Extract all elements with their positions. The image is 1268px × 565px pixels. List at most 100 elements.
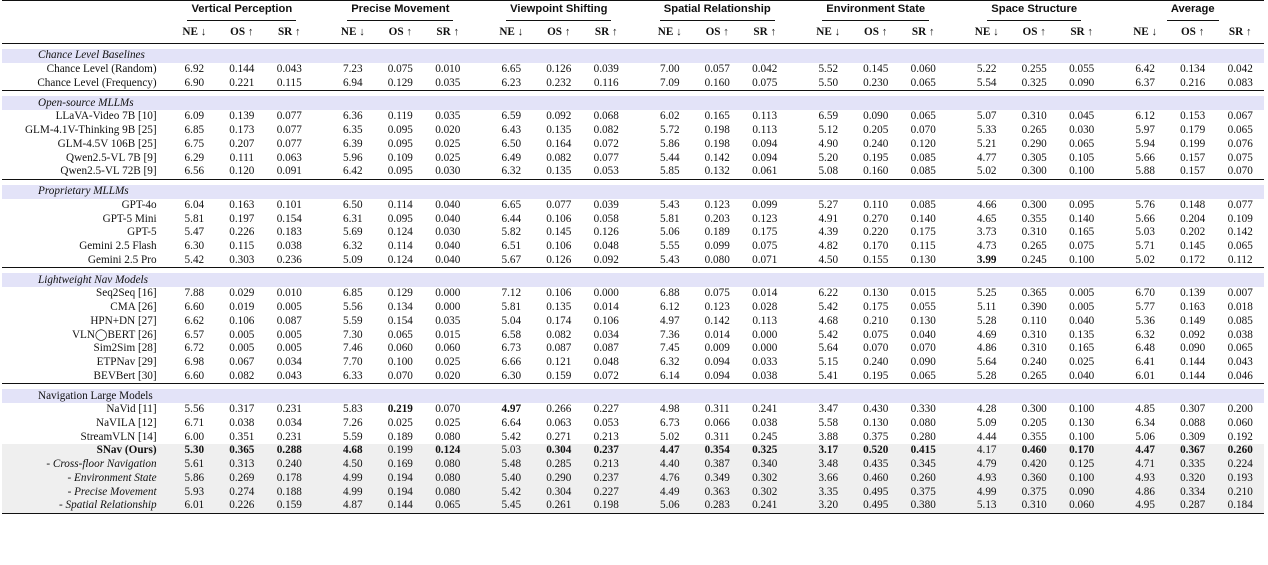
value-cell: 0.134 bbox=[387, 301, 413, 314]
model-name: GLM-4.1V-Thinking 9B [25] bbox=[24, 124, 157, 137]
value-cell: 6.98 bbox=[184, 355, 205, 368]
gap-cell bbox=[1105, 356, 1121, 370]
value-cell: 0.145 bbox=[863, 63, 889, 75]
ablation-row: - Precise Movement 5.93 0.274 0.188 4.99 0.19… bbox=[2, 485, 1264, 500]
gap-cell bbox=[947, 329, 963, 343]
best-value: 0.367 bbox=[1180, 444, 1206, 457]
gap-cell bbox=[1105, 471, 1122, 486]
value-cell: 0.135 bbox=[546, 124, 572, 137]
value-cell: 0.198 bbox=[704, 137, 730, 150]
value-cell: 0.095 bbox=[387, 124, 413, 137]
value-cell: 0.080 bbox=[424, 485, 472, 500]
value-cell: 0.039 bbox=[593, 63, 619, 75]
group-header-label: Vertical Perception bbox=[187, 3, 297, 21]
value-cell: 0.237 bbox=[582, 471, 630, 486]
value-cell: 6.32 bbox=[343, 240, 363, 253]
value-cell: 0.165 bbox=[704, 110, 730, 123]
value-cell: 7.09 bbox=[659, 76, 680, 89]
value-cell: 0.124 bbox=[387, 253, 413, 266]
value-cell: 0.271 bbox=[546, 430, 572, 443]
spacer-cell bbox=[2, 178, 1264, 185]
value-cell: 0.094 bbox=[704, 355, 730, 368]
gap-cell bbox=[947, 370, 963, 384]
value-cell: 6.43 bbox=[501, 124, 522, 137]
value-cell: 0.145 bbox=[1180, 240, 1206, 253]
gap-cell bbox=[471, 444, 488, 459]
value-cell: 0.039 bbox=[593, 198, 619, 211]
value-cell: 0.520 bbox=[851, 444, 900, 459]
value-cell: 0.265 bbox=[1021, 369, 1047, 382]
gap-cell bbox=[1105, 213, 1121, 227]
value-cell: 0.300 bbox=[1021, 165, 1047, 178]
table-row: BEVBert [30] 6.60 0.082 0.043 6.33 0.070 0.020… bbox=[2, 370, 1264, 384]
value-cell: 5.42 bbox=[487, 485, 536, 500]
value-cell: 0.025 bbox=[435, 151, 461, 164]
value-cell: 0.126 bbox=[546, 253, 572, 266]
value-cell: 6.90 bbox=[184, 76, 205, 89]
gap-cell bbox=[1105, 370, 1121, 384]
value-cell: 0.080 bbox=[704, 253, 730, 266]
value-cell: 0.189 bbox=[704, 226, 730, 239]
value-cell: 0.065 bbox=[1227, 240, 1253, 253]
value-cell: 0.164 bbox=[546, 137, 572, 150]
table-row: GPT-5 5.47 0.226 0.183 5.69 0.124 0.030 5.82 0.1… bbox=[2, 226, 1264, 240]
value-cell: 0.236 bbox=[276, 253, 302, 266]
gap-cell bbox=[313, 77, 329, 91]
value-cell: 5.58 bbox=[818, 417, 839, 430]
value-cell: 0.216 bbox=[1180, 76, 1206, 89]
value-cell: 0.149 bbox=[1180, 314, 1206, 327]
value-cell: 4.65 bbox=[976, 212, 997, 225]
value-cell: 0.100 bbox=[387, 355, 413, 368]
value-cell: 0.165 bbox=[1069, 226, 1095, 239]
value-cell: 5.07 bbox=[976, 110, 997, 123]
gap-cell bbox=[947, 417, 963, 431]
table-row: GLM-4.1V-Thinking 9B [25] 6.85 0.173 0.077 6… bbox=[2, 124, 1264, 138]
value-cell: 6.60 bbox=[184, 369, 205, 382]
value-cell: 0.310 bbox=[1021, 328, 1047, 341]
value-cell: 0.495 bbox=[851, 485, 900, 500]
value-cell: 6.88 bbox=[659, 287, 680, 300]
value-cell: 0.219 bbox=[377, 403, 424, 417]
value-cell: 6.36 bbox=[343, 110, 363, 123]
gap-cell bbox=[788, 110, 804, 124]
value-cell: 0.241 bbox=[752, 403, 778, 416]
gap-cell bbox=[472, 240, 488, 254]
value-cell: 5.96 bbox=[343, 151, 363, 164]
model-name: GPT-4o bbox=[121, 198, 157, 211]
gap-cell bbox=[472, 138, 488, 152]
value-cell: 0.142 bbox=[704, 151, 730, 164]
gap-cell bbox=[630, 342, 646, 356]
value-cell: 0.009 bbox=[704, 342, 730, 355]
value-cell: 0.077 bbox=[276, 124, 302, 137]
gap-cell bbox=[1105, 124, 1121, 138]
value-cell: 5.27 bbox=[818, 198, 839, 211]
gap-cell bbox=[1105, 199, 1121, 213]
value-cell: 0.375 bbox=[863, 430, 889, 443]
gap-cell bbox=[472, 329, 488, 343]
value-cell: 5.82 bbox=[501, 226, 522, 239]
group-header-row: Vertical Perception Precise Movement Viewp… bbox=[2, 1, 1264, 24]
value-cell: 0.082 bbox=[229, 369, 255, 382]
gap-cell bbox=[788, 1, 804, 24]
gap-cell bbox=[788, 403, 804, 417]
gap-cell bbox=[788, 199, 804, 213]
gap-cell bbox=[313, 485, 330, 500]
gap-cell bbox=[630, 226, 646, 240]
value-cell: 0.072 bbox=[593, 369, 619, 382]
value-cell: 0.075 bbox=[752, 76, 778, 89]
value-cell: 0.014 bbox=[704, 328, 730, 341]
gap-cell bbox=[1105, 444, 1122, 459]
value-cell: 6.32 bbox=[501, 165, 522, 178]
gap-cell bbox=[313, 213, 329, 227]
value-cell: 0.124 bbox=[387, 226, 413, 239]
gap-cell bbox=[472, 213, 488, 227]
value-cell: 6.30 bbox=[184, 240, 205, 253]
value-cell: 0.030 bbox=[435, 226, 461, 239]
value-cell: 0.325 bbox=[1021, 76, 1047, 89]
value-cell: 0.245 bbox=[1021, 253, 1047, 266]
metric-header: OS ↑ bbox=[693, 23, 741, 44]
value-cell: 0.174 bbox=[546, 314, 572, 327]
value-cell: 0.100 bbox=[1069, 253, 1095, 266]
gap-cell bbox=[313, 471, 330, 486]
value-cell: 0.330 bbox=[910, 403, 936, 416]
